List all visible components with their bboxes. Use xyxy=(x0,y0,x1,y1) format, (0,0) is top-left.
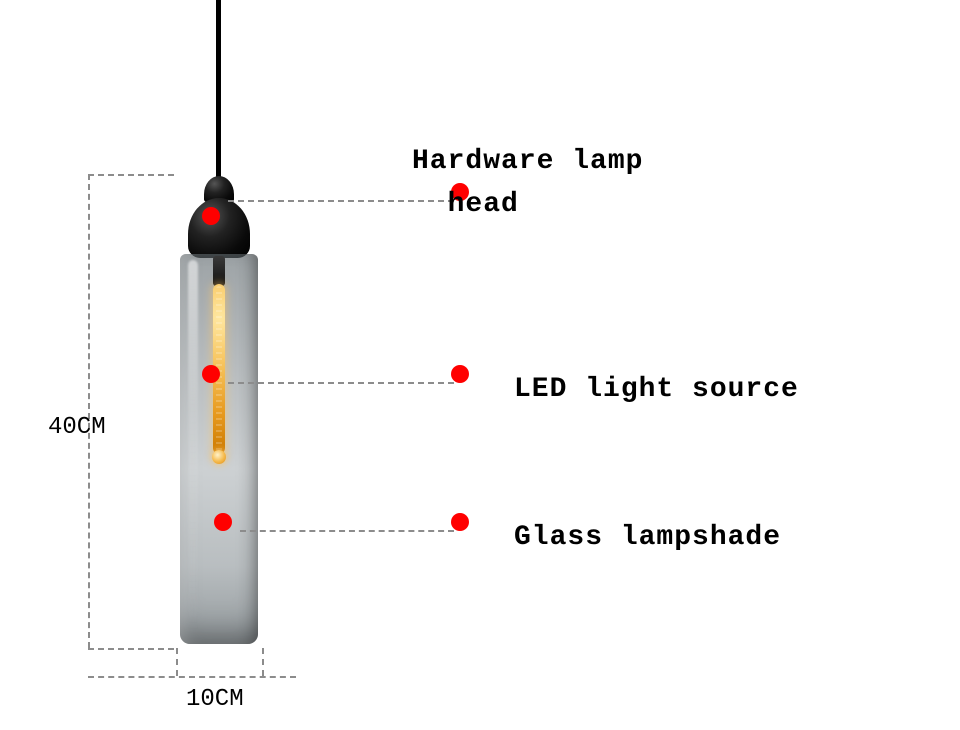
led-filament-tip xyxy=(212,450,226,464)
dot-outer-led-light-source xyxy=(451,365,469,383)
label-hardware-lamp-head: Hardware lamp head xyxy=(412,140,643,227)
lamp-head xyxy=(188,198,250,258)
label-glass-lampshade: Glass lampshade xyxy=(514,516,781,559)
leader-led-light-source xyxy=(228,382,454,384)
bulb-stem xyxy=(213,256,225,286)
dim-height-label: 40CM xyxy=(48,414,106,441)
dim-height-top-tick xyxy=(88,174,174,176)
dot-inner-led-light-source xyxy=(202,365,220,383)
dot-outer-glass-lampshade xyxy=(451,513,469,531)
dim-height-bottom-tick xyxy=(88,648,174,650)
dim-width-baseline xyxy=(88,676,296,678)
dim-width-label: 10CM xyxy=(186,686,244,713)
dim-width-right-tick xyxy=(262,648,264,676)
diagram-canvas: Hardware lamp head LED light source Glass … xyxy=(0,0,960,730)
lamp-cord xyxy=(216,0,221,190)
dim-height-vline xyxy=(88,174,90,648)
leader-glass-lampshade xyxy=(240,530,454,532)
dot-inner-glass-lampshade xyxy=(214,513,232,531)
dim-width-left-tick xyxy=(176,648,178,676)
label-led-light-source: LED light source xyxy=(514,368,799,411)
dot-inner-hardware-lamp-head xyxy=(202,207,220,225)
